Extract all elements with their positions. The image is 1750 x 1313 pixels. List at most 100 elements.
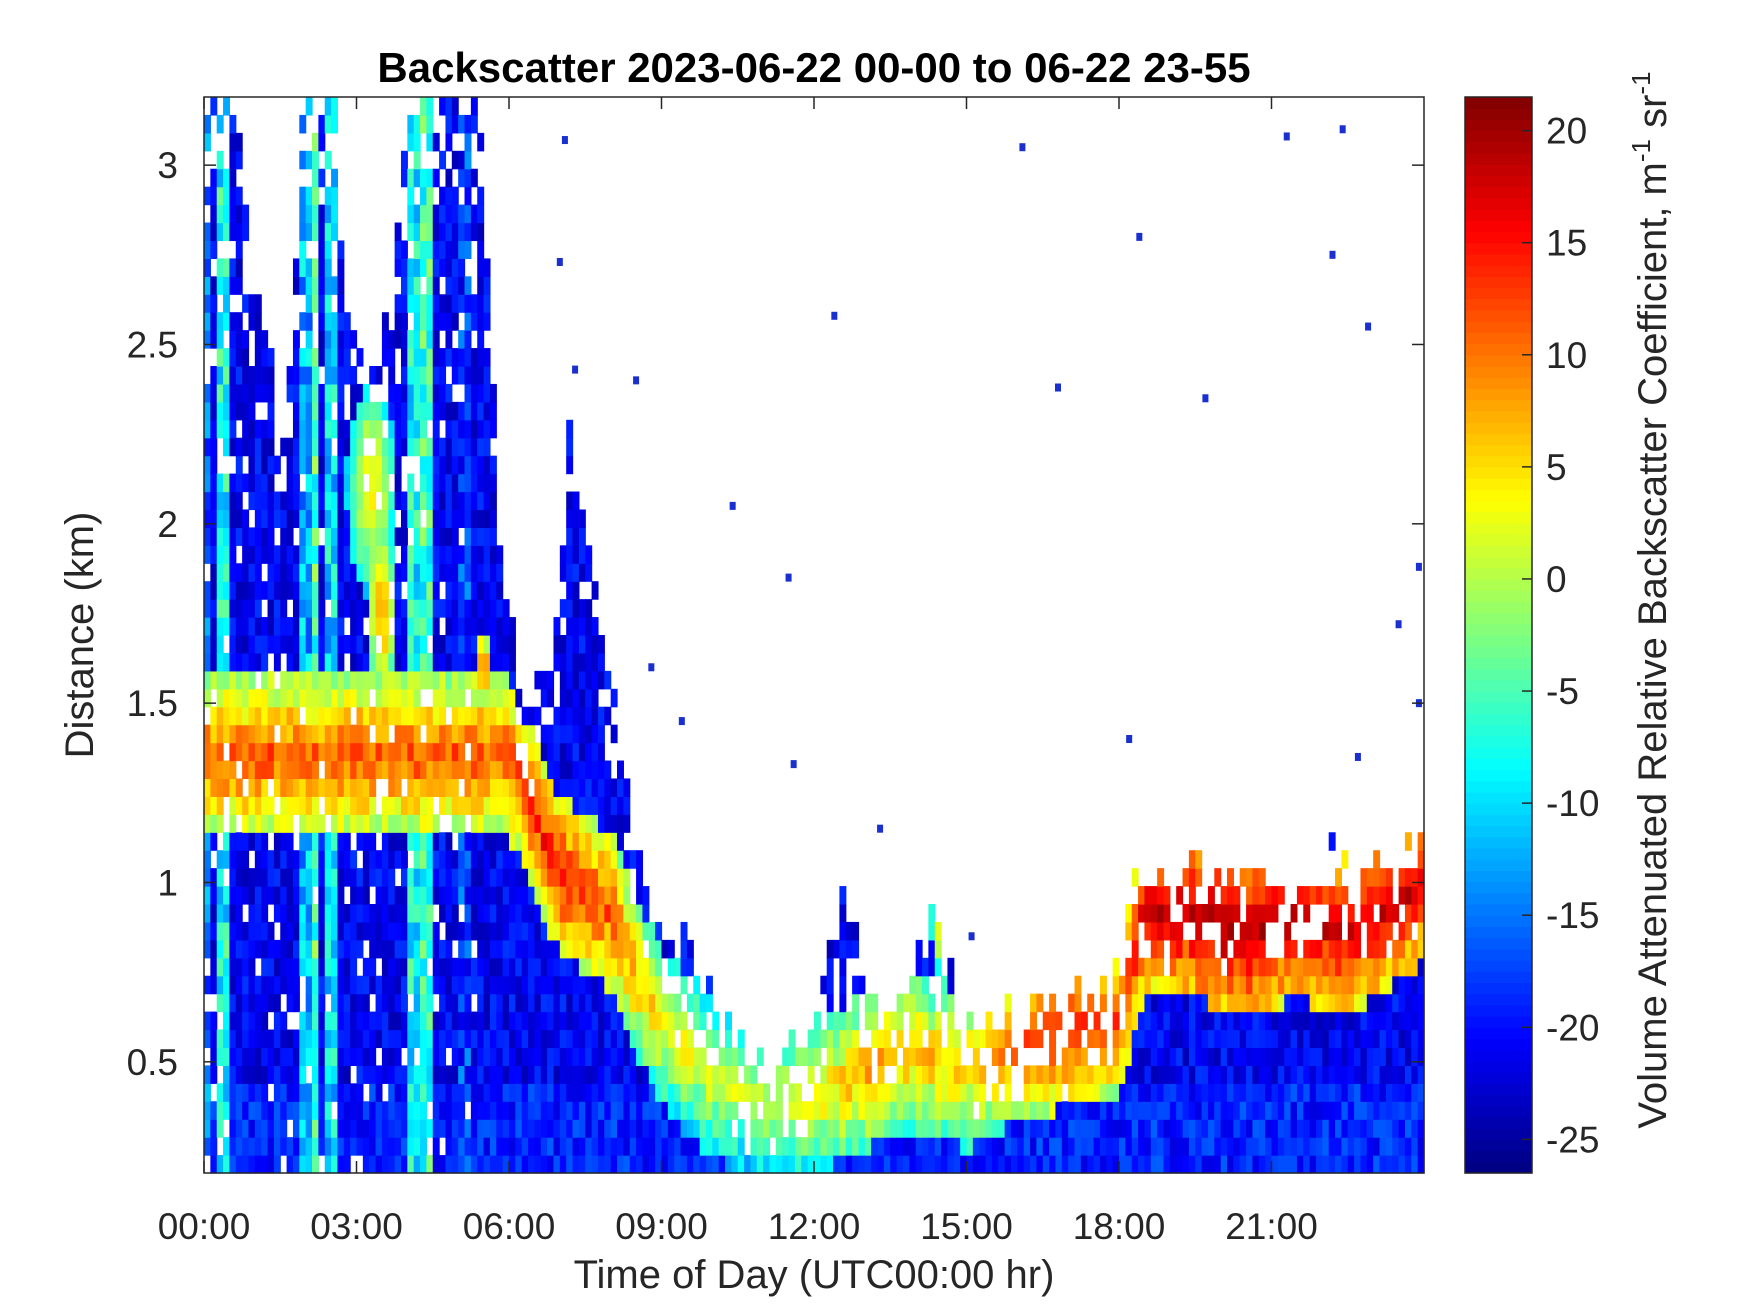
heatmap-cell xyxy=(534,886,542,905)
heatmap-cell xyxy=(242,1029,250,1049)
heatmap-cell xyxy=(1354,1047,1362,1066)
heatmap-cell xyxy=(566,706,574,726)
heatmap-cell xyxy=(343,921,351,941)
heatmap-cell xyxy=(470,832,478,851)
heatmap-cell xyxy=(502,921,510,941)
heatmap-cell xyxy=(350,760,358,780)
isolated-point xyxy=(648,663,655,672)
heatmap-cell xyxy=(648,1137,656,1156)
heatmap-cell xyxy=(947,957,955,977)
heatmap-cell xyxy=(489,545,497,564)
heatmap-cell xyxy=(629,1011,637,1031)
heatmap-cell xyxy=(464,240,472,259)
heatmap-cell xyxy=(1277,1029,1285,1049)
heatmap-cell xyxy=(496,545,504,564)
heatmap-cell xyxy=(204,868,211,887)
heatmap-cell xyxy=(394,401,402,421)
heatmap-cell xyxy=(407,796,415,815)
heatmap-cell xyxy=(458,921,466,941)
heatmap-cell xyxy=(439,1101,447,1120)
heatmap-cell xyxy=(331,509,339,528)
heatmap-cell xyxy=(292,1083,300,1102)
heatmap-cell xyxy=(1277,957,1285,977)
heatmap-cell xyxy=(362,1047,370,1066)
heatmap-cell xyxy=(407,635,415,654)
heatmap-cell xyxy=(445,688,453,708)
heatmap-cell xyxy=(1417,1119,1425,1138)
heatmap-cell xyxy=(928,957,936,977)
heatmap-cell xyxy=(261,509,269,528)
heatmap-cell xyxy=(451,921,459,941)
heatmap-cell xyxy=(248,1137,256,1156)
heatmap-cell xyxy=(445,1029,453,1049)
heatmap-cell xyxy=(597,939,605,959)
heatmap-cell xyxy=(1366,921,1374,941)
heatmap-cell xyxy=(1341,975,1349,995)
heatmap-cell xyxy=(470,1065,478,1084)
heatmap-cell xyxy=(324,921,332,941)
heatmap-cell xyxy=(972,1047,980,1066)
heatmap-cell xyxy=(299,545,307,564)
heatmap-cell xyxy=(629,975,637,995)
heatmap-cell xyxy=(318,921,326,941)
heatmap-cell xyxy=(1182,1047,1190,1066)
heatmap-cell xyxy=(528,904,536,923)
heatmap-cell xyxy=(928,1119,936,1138)
heatmap-cell xyxy=(566,832,574,851)
colorbar-swatch xyxy=(1465,612,1532,625)
y-tick-label: 2.5 xyxy=(127,324,178,365)
heatmap-cell xyxy=(540,796,548,815)
heatmap-cell xyxy=(1290,993,1298,1013)
heatmap-cell xyxy=(204,652,211,672)
heatmap-cell xyxy=(235,1119,243,1138)
heatmap-cell xyxy=(362,581,370,600)
heatmap-cell xyxy=(216,993,224,1013)
heatmap-cell xyxy=(1188,1101,1196,1120)
heatmap-cell xyxy=(1379,921,1387,941)
heatmap-cell xyxy=(432,1155,440,1174)
heatmap-cell xyxy=(381,473,389,493)
heatmap-cell xyxy=(1373,868,1381,887)
heatmap-cell xyxy=(458,1029,466,1049)
heatmap-cell xyxy=(572,1047,580,1066)
heatmap-cell xyxy=(242,1137,250,1156)
heatmap-cell xyxy=(1150,957,1158,977)
heatmap-cell xyxy=(356,599,364,618)
heatmap-cell xyxy=(350,724,358,744)
heatmap-cell xyxy=(705,1137,713,1156)
heatmap-cell xyxy=(1373,939,1381,959)
heatmap-cell xyxy=(445,742,453,762)
heatmap-cell xyxy=(1144,1155,1152,1174)
heatmap-cell xyxy=(381,330,389,349)
heatmap-cell xyxy=(1303,1083,1311,1102)
heatmap-cell xyxy=(248,939,256,959)
heatmap-cell xyxy=(1049,1137,1057,1156)
heatmap-cell xyxy=(528,957,536,977)
heatmap-cell xyxy=(1271,1083,1279,1102)
heatmap-cell xyxy=(1303,1155,1311,1174)
heatmap-cell xyxy=(661,939,669,959)
heatmap-cell xyxy=(407,294,415,313)
heatmap-cell xyxy=(229,796,237,815)
heatmap-cell xyxy=(242,348,250,367)
heatmap-cell xyxy=(204,401,211,421)
heatmap-cell xyxy=(1290,1083,1298,1102)
heatmap-cell xyxy=(661,1029,669,1049)
heatmap-cell xyxy=(496,599,504,618)
heatmap-cell xyxy=(1385,921,1393,941)
heatmap-cell xyxy=(1373,1029,1381,1049)
heatmap-cell xyxy=(489,599,497,618)
heatmap-cell xyxy=(267,527,275,546)
heatmap-cell xyxy=(578,796,586,815)
heatmap-cell xyxy=(915,1065,923,1084)
heatmap-cell xyxy=(1341,1101,1349,1120)
heatmap-cell xyxy=(1271,957,1279,977)
heatmap-cell xyxy=(597,778,605,797)
heatmap-cell xyxy=(1099,1065,1107,1084)
heatmap-cell xyxy=(261,796,269,815)
heatmap-cell xyxy=(432,473,440,493)
heatmap-cell xyxy=(928,1155,936,1174)
heatmap-cell xyxy=(464,491,472,511)
heatmap-cell xyxy=(566,1137,574,1156)
heatmap-cell xyxy=(343,455,351,475)
